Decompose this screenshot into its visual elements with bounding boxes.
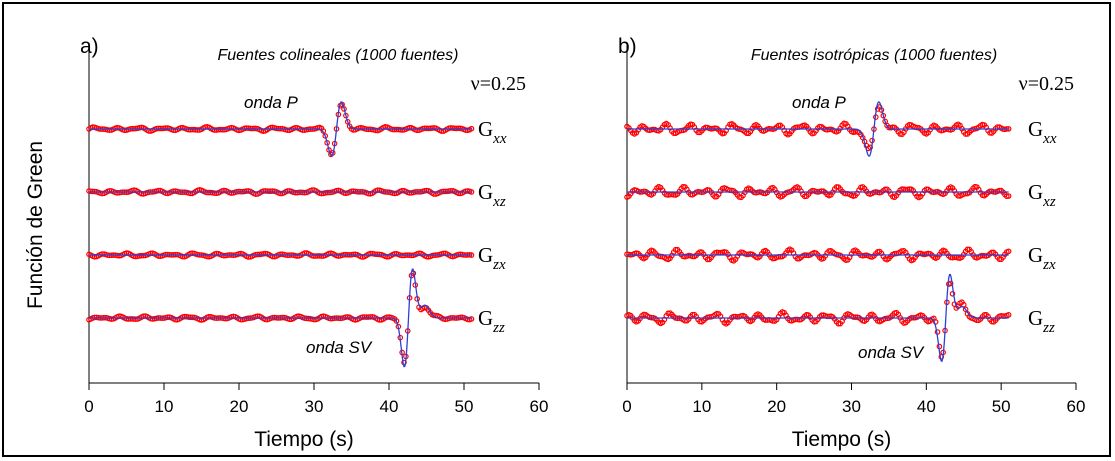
- trace-label-xx: Gxx: [478, 117, 507, 147]
- x-tick-label: 0: [84, 397, 93, 416]
- data-point: [178, 125, 184, 131]
- x-tick-label: 20: [230, 397, 249, 416]
- data-point: [127, 316, 134, 322]
- x-tick-label: 20: [767, 397, 786, 416]
- data-point: [423, 125, 430, 132]
- data-point: [299, 127, 306, 133]
- data-point: [455, 125, 462, 132]
- trace-xx-line: [89, 101, 472, 157]
- data-point: [243, 125, 250, 131]
- data-point: [852, 314, 859, 321]
- data-point: [361, 314, 368, 320]
- p-wave-annotation: onda P: [792, 93, 847, 112]
- poisson-ratio-label: ν=0.25: [471, 73, 526, 95]
- data-point: [730, 313, 737, 320]
- data-point: [949, 290, 956, 297]
- data-point: [359, 314, 366, 320]
- trace-label-zz: Gzz: [1028, 306, 1055, 336]
- panel-label: a): [80, 35, 99, 58]
- y-axis-label: Función de Green: [24, 141, 47, 309]
- data-point: [219, 126, 225, 133]
- data-point: [451, 125, 458, 132]
- p-wave-annotation: onda P: [244, 93, 299, 112]
- data-point: [277, 251, 284, 258]
- data-point: [932, 319, 939, 325]
- trace-zz-line: [627, 273, 1009, 362]
- trace-label-xz: Gxz: [1028, 180, 1056, 210]
- data-point: [268, 188, 274, 194]
- data-point: [867, 144, 874, 151]
- sv-wave-annotation: onda SV: [858, 343, 925, 362]
- data-point: [363, 314, 370, 320]
- data-point: [292, 189, 299, 196]
- data-point: [1005, 312, 1012, 318]
- x-tick-label: 50: [992, 397, 1011, 416]
- data-point: [792, 316, 799, 323]
- poisson-ratio-label: ν=0.25: [1019, 73, 1074, 95]
- x-tick-label: 10: [692, 397, 711, 416]
- data-point: [266, 188, 272, 195]
- trace-label-zx: Gzx: [478, 243, 506, 273]
- data-point: [187, 126, 194, 133]
- data-point: [964, 246, 971, 253]
- panel-a: 0 10 20 30 40 50 60 Tiempo (s) a) Fuentes colinea…: [80, 35, 548, 451]
- data-point: [311, 253, 317, 259]
- data-point: [125, 316, 132, 322]
- x-tick-label: 30: [842, 397, 861, 416]
- data-point: [211, 127, 218, 133]
- panel-b: 0 10 20 30 40 50 60 Tiempo (s) b) Fuentes isotróp…: [618, 35, 1085, 451]
- data-point: [344, 118, 351, 125]
- data-point: [835, 320, 842, 327]
- trace-label-zz: Gzz: [478, 306, 505, 336]
- data-point: [384, 314, 390, 320]
- x-tick-label: 10: [155, 397, 174, 416]
- x-tick-label: 0: [622, 397, 631, 416]
- data-point: [367, 314, 374, 320]
- trace-label-xx: Gxx: [1028, 117, 1057, 147]
- data-point: [181, 313, 188, 320]
- data-point: [468, 316, 475, 322]
- trace-zz-line: [89, 268, 472, 368]
- data-point: [1005, 193, 1012, 199]
- data-point: [314, 253, 321, 259]
- x-axis-label: Tiempo (s): [792, 428, 892, 451]
- data-point: [899, 186, 905, 192]
- x-tick-label: 40: [380, 397, 399, 416]
- trace-label-xz: Gxz: [478, 180, 506, 210]
- data-point: [187, 314, 194, 321]
- trace-xx-line: [627, 101, 1009, 157]
- x-tick-label: 60: [530, 397, 549, 416]
- x-tick-label: 50: [455, 397, 474, 416]
- data-point: [138, 252, 145, 259]
- data-point: [367, 250, 374, 257]
- panel-title: Fuentes colineales (1000 fuentes): [217, 47, 458, 64]
- data-point: [114, 190, 120, 196]
- trace-label-zx: Gzx: [1028, 243, 1056, 273]
- panel-title: Fuentes isotrópicas (1000 fuentes): [751, 47, 997, 64]
- data-point: [1005, 248, 1012, 255]
- sv-wave-annotation: onda SV: [306, 338, 373, 357]
- data-point: [421, 125, 428, 132]
- data-point: [164, 314, 171, 321]
- x-axis-label: Tiempo (s): [254, 428, 354, 451]
- x-tick-label: 40: [917, 397, 936, 416]
- x-tick-label: 60: [1067, 397, 1086, 416]
- data-point: [962, 306, 969, 313]
- x-tick-label: 30: [305, 397, 324, 416]
- panel-label: b): [618, 35, 637, 58]
